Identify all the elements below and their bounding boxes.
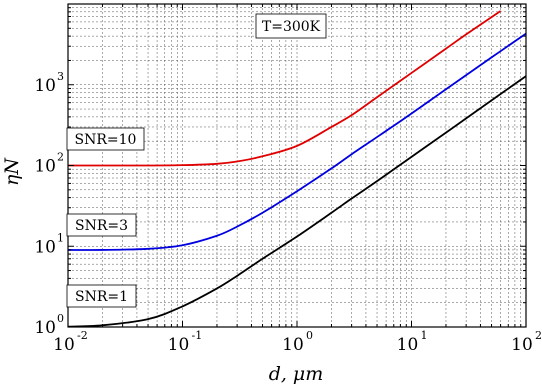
y-tick-label-exponent: 1 — [57, 231, 64, 244]
annotation-temperature-box — [255, 13, 327, 39]
y-tick-label-exponent: 0 — [57, 312, 64, 325]
annotation-snr3: SNR=3 — [66, 213, 137, 237]
annotation-snr10-box — [66, 127, 145, 151]
x-tick-label-exponent: 2 — [535, 329, 542, 342]
x-tick-label-exponent: -1 — [192, 329, 203, 342]
annotation-snr3-box — [66, 213, 137, 237]
annotation-snr10: SNR=10 — [66, 127, 145, 151]
annotation-snr1: SNR=1 — [66, 284, 137, 308]
x-tick-label: 10 — [168, 335, 190, 355]
annotation-temperature-text: T=300K — [262, 19, 321, 35]
series-line-snr3 — [68, 32, 526, 251]
y-tick-label-exponent: 3 — [57, 70, 64, 83]
y-axis-label: ηN — [1, 157, 23, 186]
x-axis-label: d, μm — [269, 363, 324, 385]
x-tick-label-exponent: 1 — [421, 329, 428, 342]
x-tick-label-exponent: -2 — [77, 329, 88, 342]
series-group — [68, 10, 526, 327]
x-tick-label: 10 — [511, 335, 533, 355]
ticks: 10 -2 10 -1 10 0 10 1 10 210 010 110 210 3 — [34, 3, 542, 355]
annotation-snr3-text: SNR=3 — [75, 218, 128, 234]
y-tick-label: 10 — [34, 237, 56, 257]
series-line-snr1 — [68, 75, 526, 327]
annotation-snr1-box — [66, 284, 137, 308]
annotation-temperature: T=300K — [255, 13, 327, 39]
annotation-snr1-text: SNR=1 — [75, 289, 128, 305]
x-tick-label: 10 — [397, 335, 419, 355]
y-tick-label: 10 — [34, 318, 56, 338]
y-tick-label-exponent: 2 — [57, 151, 64, 164]
annotation-snr10-text: SNR=10 — [75, 132, 137, 148]
series-line-snr10 — [68, 10, 502, 167]
x-tick-label: 10 — [282, 335, 304, 355]
x-tick-label-exponent: 0 — [306, 329, 313, 342]
y-tick-label: 10 — [34, 76, 56, 96]
grid — [68, 4, 526, 327]
x-tick-label: 10 — [53, 335, 75, 355]
y-tick-label: 10 — [34, 157, 56, 177]
